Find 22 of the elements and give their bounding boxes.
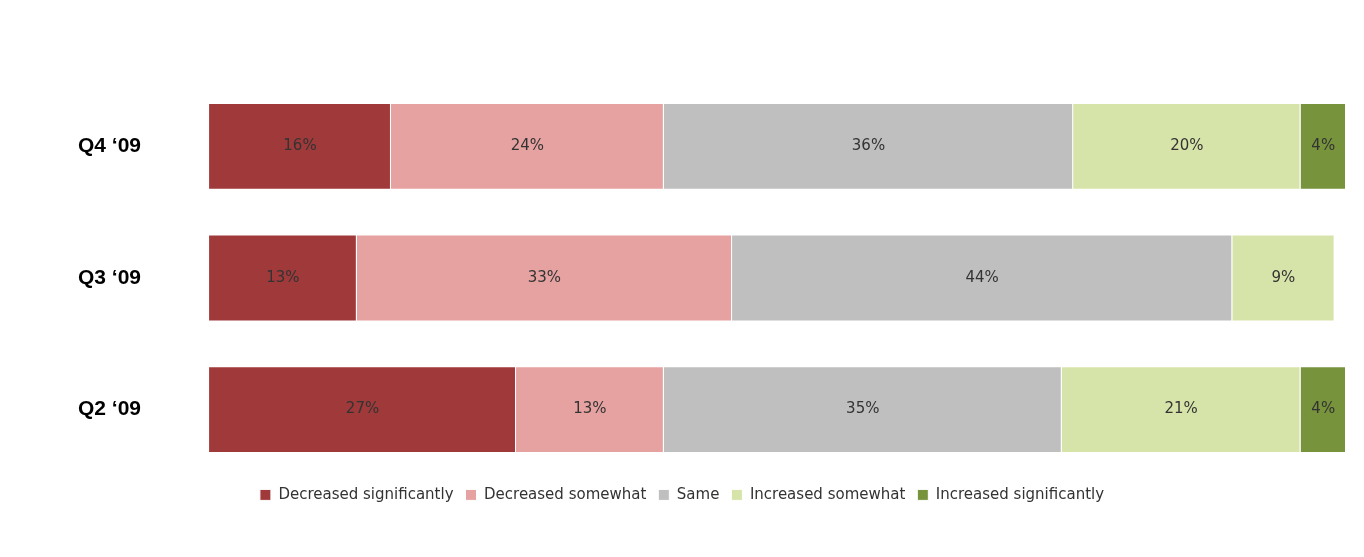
- data-label: 4%: [1311, 399, 1336, 418]
- data-label: 20%: [1170, 136, 1204, 155]
- data-label: 4%: [1311, 136, 1336, 155]
- y-tick-label: Q2 ‘09: [77, 396, 142, 420]
- data-label: 24%: [510, 136, 545, 155]
- y-tick-label: Q3 ‘09: [77, 264, 142, 288]
- legend-label: Increased significantly: [935, 484, 1105, 503]
- data-label: 16%: [283, 136, 317, 155]
- data-label: 21%: [1164, 399, 1198, 418]
- data-label: 36%: [851, 136, 886, 155]
- legend-label: Decreased somewhat: [484, 484, 647, 503]
- data-label: 44%: [965, 267, 999, 286]
- data-label: 35%: [846, 399, 880, 418]
- legend-label: Increased somewhat: [749, 484, 906, 503]
- data-label: 27%: [345, 399, 380, 418]
- data-label: 13%: [266, 267, 300, 286]
- y-tick-label: Q4 ‘09: [77, 133, 142, 157]
- data-label: 9%: [1271, 267, 1296, 286]
- legend-label: Decreased significantly: [278, 484, 454, 503]
- legend-label: Same: [676, 484, 720, 503]
- data-label: 13%: [573, 399, 607, 418]
- data-label: 33%: [527, 267, 562, 286]
